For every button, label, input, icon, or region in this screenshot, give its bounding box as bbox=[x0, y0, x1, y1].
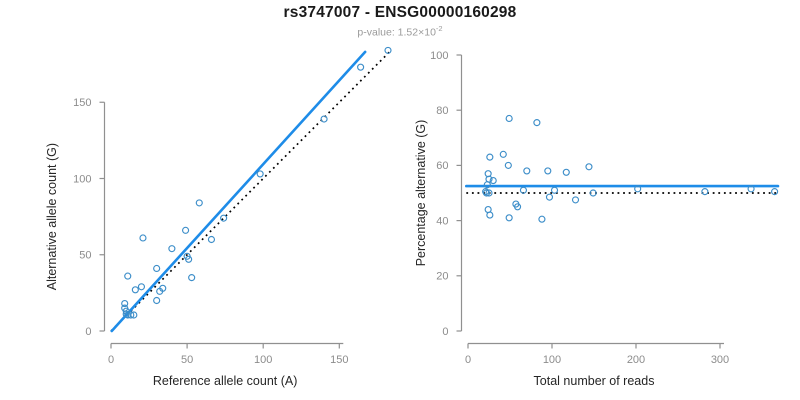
data-point bbox=[131, 286, 139, 294]
y-tick-label: 100 bbox=[430, 50, 448, 62]
p-value-base: 1.52×10 bbox=[397, 26, 436, 39]
data-point bbox=[207, 235, 216, 244]
data-point bbox=[634, 185, 642, 193]
data-point bbox=[182, 226, 190, 234]
x-axis-label: Reference allele count (A) bbox=[153, 374, 298, 388]
y-tick-label: 60 bbox=[436, 160, 448, 172]
x-tick-label: 200 bbox=[627, 354, 645, 366]
data-point bbox=[195, 199, 203, 207]
p-value-prefix: p-value: bbox=[357, 26, 398, 39]
x-tick-label: 0 bbox=[108, 354, 114, 366]
data-point bbox=[130, 311, 138, 319]
x-tick-label: 0 bbox=[465, 354, 471, 366]
y-tick-label: 100 bbox=[73, 173, 91, 185]
data-point bbox=[357, 63, 365, 71]
p-value-subtitle: p-value: 1.52×10-2 bbox=[0, 24, 800, 39]
data-point bbox=[519, 186, 528, 194]
scatter-plot-percentage-vs-reads: 0 20 40 60 80 100 0 100 200 300 Total number of re… bbox=[414, 50, 780, 388]
x-tick-label: 100 bbox=[254, 354, 272, 366]
data-point bbox=[562, 168, 570, 176]
y-tick-label: 40 bbox=[436, 215, 448, 227]
data-point bbox=[485, 175, 493, 183]
x-tick-label: 300 bbox=[711, 354, 729, 366]
y-tick-label: 20 bbox=[436, 271, 448, 283]
data-point bbox=[153, 296, 161, 305]
data-point bbox=[485, 189, 493, 197]
data-point bbox=[544, 167, 552, 175]
data-point bbox=[589, 189, 597, 197]
identity-dotted-line bbox=[110, 49, 392, 332]
data-point bbox=[489, 177, 497, 185]
y-tick-label: 0 bbox=[442, 326, 448, 338]
data-point bbox=[127, 311, 135, 319]
y-axis-label: Alternative allele count (G) bbox=[45, 143, 59, 290]
data-point bbox=[545, 193, 554, 201]
data-point bbox=[585, 163, 593, 171]
x-tick-label: 150 bbox=[330, 354, 348, 366]
scatter-plot-allele-counts: 0 50 100 150 0 50 100 150 Reference allele count… bbox=[45, 46, 392, 388]
data-point bbox=[513, 203, 522, 211]
data-point bbox=[139, 234, 147, 242]
data-point bbox=[486, 153, 494, 161]
x-tick-label: 100 bbox=[543, 354, 561, 366]
data-point bbox=[188, 274, 196, 282]
data-point bbox=[504, 161, 512, 169]
data-point bbox=[701, 188, 709, 196]
data-point bbox=[137, 283, 146, 291]
data-point bbox=[505, 214, 513, 222]
data-point bbox=[384, 46, 392, 54]
p-value-exponent: -2 bbox=[435, 24, 443, 33]
data-point bbox=[256, 170, 264, 178]
plot-title: rs3747007 - ENSG00000160298 bbox=[283, 4, 517, 21]
data-point bbox=[571, 196, 580, 204]
y-tick-label: 50 bbox=[79, 250, 91, 262]
data-point bbox=[747, 185, 755, 193]
x-axis-label: Total number of reads bbox=[534, 374, 655, 388]
data-point bbox=[550, 186, 559, 194]
x-tick-label: 50 bbox=[181, 354, 193, 366]
data-point bbox=[185, 255, 193, 263]
y-tick-label: 80 bbox=[436, 105, 448, 117]
data-point bbox=[168, 245, 176, 253]
data-point bbox=[523, 167, 531, 175]
data-point bbox=[499, 150, 507, 158]
data-point bbox=[220, 214, 228, 222]
y-axis-label: Percentage alternative (G) bbox=[414, 120, 428, 267]
data-point bbox=[538, 215, 546, 223]
y-tick-label: 0 bbox=[85, 326, 91, 338]
data-point bbox=[320, 115, 328, 123]
fit-line bbox=[110, 50, 367, 333]
data-point bbox=[124, 272, 132, 280]
y-tick-label: 150 bbox=[73, 97, 91, 109]
data-point bbox=[153, 264, 161, 273]
data-point bbox=[159, 284, 167, 292]
data-point bbox=[533, 119, 541, 127]
data-point bbox=[505, 114, 513, 123]
data-point bbox=[482, 189, 491, 197]
data-point bbox=[486, 211, 494, 219]
data-point bbox=[122, 307, 130, 315]
data-point bbox=[121, 299, 129, 308]
data-point bbox=[771, 188, 779, 196]
